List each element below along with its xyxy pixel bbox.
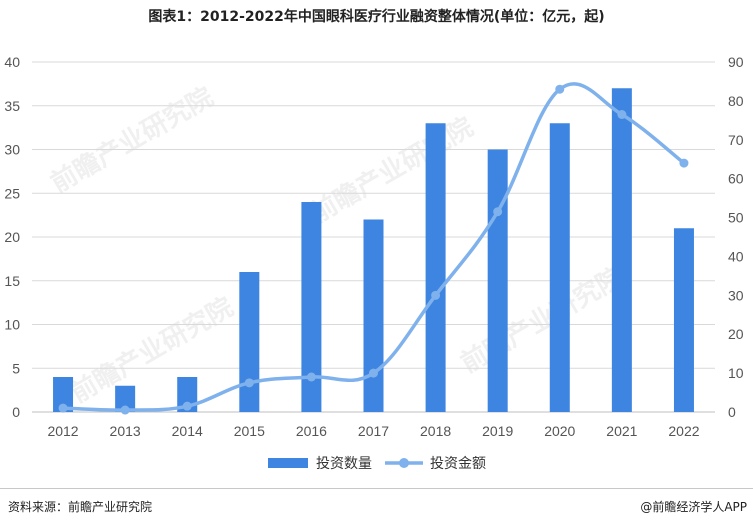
y-left-tick-label: 40 [4,54,20,70]
x-tick-label: 2017 [358,423,389,439]
legend-line-label: 投资金额 [430,456,486,472]
credit-note: @前瞻经济学人APP [640,500,747,514]
y-left-tick-label: 20 [4,229,20,245]
y-right-tick-label: 80 [728,93,744,109]
y-left-tick-label: 15 [4,273,20,289]
legend-bar-swatch [268,458,308,468]
bar [239,272,260,412]
legend-line-marker [399,458,409,468]
bar [115,385,136,412]
y-right-tick-label: 10 [728,365,744,381]
bar [301,202,322,412]
x-tick-label: 2012 [47,423,78,439]
line-point [493,207,503,217]
x-tick-label: 2018 [420,423,451,439]
y-left-tick-label: 0 [12,404,20,420]
x-tick-label: 2013 [110,423,141,439]
y-right-tick-label: 30 [728,287,744,303]
bar [549,123,570,412]
legend-bar-label: 投资数量 [316,456,372,472]
bar [425,123,446,412]
y-right-tick-label: 90 [728,54,744,70]
line-point [58,403,68,413]
y-right-tick-label: 60 [728,171,744,187]
y-right-tick-label: 50 [728,210,744,226]
line-point [244,378,254,388]
bar [611,88,632,412]
y-left-tick-label: 35 [4,98,20,114]
line-point [306,372,316,382]
line-point [182,401,192,411]
x-tick-label: 2015 [234,423,265,439]
footer-divider [0,488,753,489]
x-tick-label: 2019 [482,423,513,439]
line-point [369,368,378,378]
line-point [120,405,130,415]
y-right-tick-label: 0 [728,404,736,420]
y-right-tick-label: 40 [728,248,744,264]
line-point [431,290,441,300]
source-note: 资料来源：前瞻产业研究院 [8,500,153,514]
x-tick-label: 2021 [606,423,637,439]
line-point [617,110,627,119]
y-left-tick-label: 30 [4,142,20,158]
bar [53,377,74,412]
y-left-tick-label: 5 [12,360,20,376]
x-tick-label: 2016 [296,423,327,439]
bar [363,219,384,412]
y-left-tick-label: 25 [4,185,20,201]
chart-title: 图表1：2012-2022年中国眼科医疗行业融资整体情况(单位：亿元，起) [148,9,605,25]
line-point [555,84,565,94]
y-right-tick-label: 20 [728,326,744,342]
y-left-tick-label: 10 [4,317,20,333]
x-tick-label: 2022 [668,423,699,439]
bar [673,228,694,412]
x-tick-label: 2014 [172,423,203,439]
line-point [679,158,689,168]
bar [487,149,508,412]
y-right-tick-label: 70 [728,132,744,148]
x-tick-label: 2020 [544,423,575,439]
